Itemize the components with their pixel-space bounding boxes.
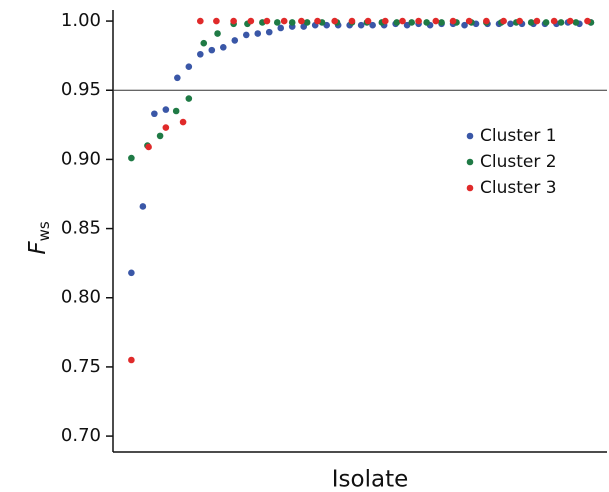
legend-marker <box>466 184 474 192</box>
point <box>185 95 193 102</box>
point <box>172 107 180 115</box>
point <box>242 31 250 39</box>
point <box>298 17 305 25</box>
point <box>174 74 181 82</box>
point <box>197 50 204 58</box>
point <box>399 17 406 25</box>
point <box>231 37 239 44</box>
point <box>162 106 170 113</box>
point <box>550 17 558 25</box>
y-tick-label: 0.85 <box>61 218 101 239</box>
y-axis-title: Fws <box>25 221 53 255</box>
point <box>277 24 285 32</box>
point <box>128 269 135 277</box>
point <box>527 19 535 26</box>
point <box>381 17 389 25</box>
point <box>415 17 422 25</box>
point <box>247 17 255 25</box>
y-tick-label: 0.90 <box>61 148 101 169</box>
point <box>200 39 208 47</box>
y-tick-label: 0.80 <box>61 287 101 308</box>
point <box>449 17 457 25</box>
point <box>254 30 262 37</box>
point <box>128 154 135 162</box>
point <box>369 21 376 29</box>
point <box>542 19 550 26</box>
point <box>303 19 311 26</box>
point <box>348 17 356 25</box>
point <box>572 19 580 26</box>
point <box>408 19 415 26</box>
point <box>584 17 591 25</box>
point <box>185 63 193 71</box>
y-tick-label: 0.75 <box>61 356 101 377</box>
point <box>230 17 237 25</box>
point <box>273 19 281 26</box>
y-axis-title-main: F <box>25 241 51 255</box>
point <box>533 17 541 25</box>
point <box>265 28 273 36</box>
point <box>162 124 170 131</box>
point <box>288 19 296 26</box>
y-axis-title-sub: ws <box>35 221 53 241</box>
point <box>432 17 440 25</box>
point <box>179 118 187 126</box>
point <box>151 110 158 118</box>
legend-marker <box>466 132 474 140</box>
point <box>566 17 574 25</box>
point <box>423 19 430 26</box>
point <box>280 17 288 25</box>
point <box>213 17 220 25</box>
point <box>156 132 164 140</box>
point <box>263 17 271 25</box>
point <box>364 17 372 25</box>
point <box>438 19 445 26</box>
y-tick-label: 0.70 <box>61 425 101 446</box>
point <box>557 19 565 26</box>
point <box>128 356 135 364</box>
y-tick-label: 0.95 <box>61 79 101 100</box>
point <box>461 21 468 29</box>
point <box>314 17 321 25</box>
legend-label: Cluster 3 <box>480 178 557 198</box>
x-axis-title: Isolate <box>332 467 409 492</box>
y-axis-title-text: Fws <box>25 221 53 255</box>
point <box>465 17 473 25</box>
point <box>208 46 216 54</box>
legend-label: Cluster 1 <box>480 126 557 146</box>
point <box>214 30 221 37</box>
point <box>197 17 204 25</box>
legend-label: Cluster 2 <box>480 152 557 172</box>
point <box>483 17 490 25</box>
point <box>507 20 514 28</box>
point <box>145 143 152 151</box>
point <box>139 203 147 210</box>
point <box>219 44 227 51</box>
point <box>393 19 401 26</box>
legend-marker <box>466 158 474 166</box>
point <box>331 17 339 25</box>
y-tick-label: 1.00 <box>61 10 101 31</box>
point <box>500 17 507 25</box>
point <box>516 17 523 25</box>
point <box>357 21 365 29</box>
